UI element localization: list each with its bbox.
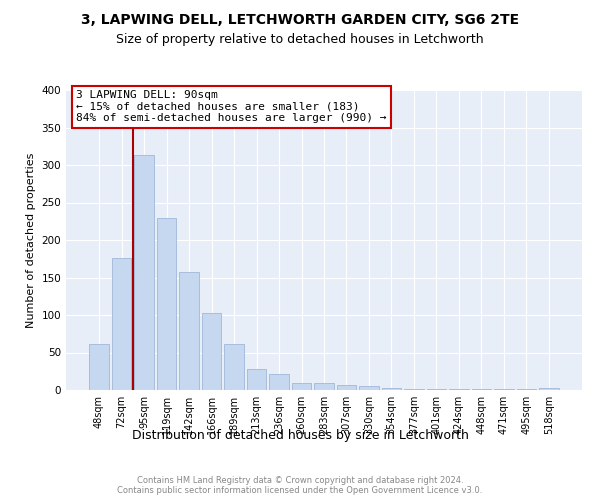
Bar <box>89 344 109 390</box>
Bar <box>382 388 401 390</box>
Bar <box>539 388 559 390</box>
Bar <box>337 385 356 390</box>
Bar <box>224 344 244 390</box>
Text: Size of property relative to detached houses in Letchworth: Size of property relative to detached ho… <box>116 32 484 46</box>
Bar <box>112 258 131 390</box>
Bar <box>134 155 154 390</box>
Bar <box>449 388 469 390</box>
Bar <box>202 313 221 390</box>
Bar <box>314 382 334 390</box>
Bar <box>179 272 199 390</box>
Bar <box>517 389 536 390</box>
Bar <box>157 218 176 390</box>
Bar <box>472 389 491 390</box>
Text: Contains HM Land Registry data © Crown copyright and database right 2024.
Contai: Contains HM Land Registry data © Crown c… <box>118 476 482 495</box>
Text: 3 LAPWING DELL: 90sqm
← 15% of detached houses are smaller (183)
84% of semi-det: 3 LAPWING DELL: 90sqm ← 15% of detached … <box>76 90 387 123</box>
Bar <box>359 386 379 390</box>
Text: 3, LAPWING DELL, LETCHWORTH GARDEN CITY, SG6 2TE: 3, LAPWING DELL, LETCHWORTH GARDEN CITY,… <box>81 12 519 26</box>
Bar <box>247 369 266 390</box>
Bar <box>269 374 289 390</box>
Y-axis label: Number of detached properties: Number of detached properties <box>26 152 36 328</box>
Bar <box>494 389 514 390</box>
Bar <box>292 382 311 390</box>
Bar <box>404 388 424 390</box>
Text: Distribution of detached houses by size in Letchworth: Distribution of detached houses by size … <box>131 428 469 442</box>
Bar <box>427 388 446 390</box>
